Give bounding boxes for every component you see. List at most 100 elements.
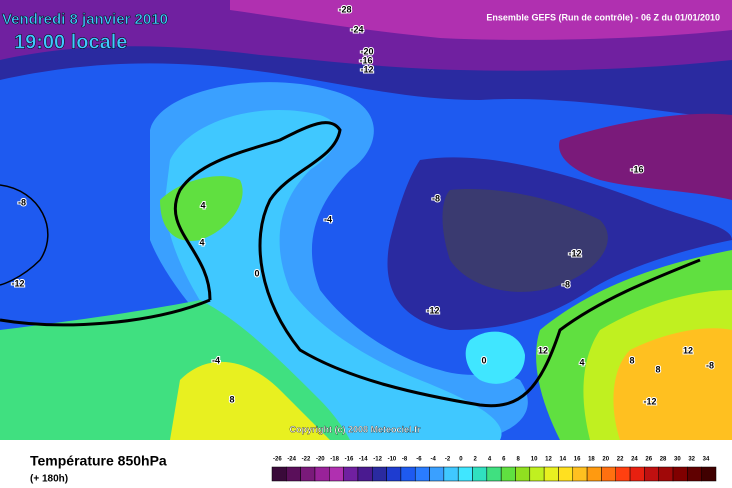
legend-tick-label: 2 <box>474 457 478 463</box>
legend-tick-label: -12 <box>373 457 382 463</box>
legend-tick-label: 12 <box>545 457 552 463</box>
contour-label: 8 <box>229 394 234 404</box>
legend-swatch <box>357 466 373 482</box>
legend-swatch <box>644 466 659 482</box>
contour-label: -8 <box>18 197 26 207</box>
legend-swatch <box>372 466 387 482</box>
footer-lead: (+ 180h) <box>30 474 68 485</box>
legend-swatch <box>615 466 631 482</box>
legend-swatch <box>472 466 488 482</box>
model-run: Ensemble GEFS (Run de contrôle) - 06 Z d… <box>486 12 720 22</box>
legend-swatch <box>586 466 602 482</box>
legend-tick-label: 0 <box>459 457 463 463</box>
legend-tick-label: -4 <box>431 457 437 463</box>
legend-tick-label: -10 <box>388 457 397 463</box>
legend-tick-label: 6 <box>502 457 506 463</box>
legend-tick-label: 28 <box>660 457 667 463</box>
contour-label: 0 <box>481 355 486 365</box>
legend-swatch <box>687 466 702 482</box>
contour-label: 12 <box>683 345 693 355</box>
legend-swatch <box>701 466 717 482</box>
contour-label: 4 <box>199 237 204 247</box>
legend-tick-label: -6 <box>416 457 422 463</box>
legend-tick-label: 10 <box>531 457 538 463</box>
contour-label: 8 <box>629 355 634 365</box>
legend-swatch <box>300 466 316 482</box>
legend-tick-label: 20 <box>602 457 609 463</box>
legend-tick-label: -16 <box>345 457 354 463</box>
legend-swatch <box>572 466 588 482</box>
legend-tick-label: -8 <box>402 457 408 463</box>
footer-title: Température 850hPa <box>30 453 167 469</box>
legend-tick-label: -18 <box>330 457 339 463</box>
legend-tick-label: 18 <box>588 457 595 463</box>
contour-label: -12 <box>360 64 373 74</box>
legend-tick-label: 14 <box>559 457 566 463</box>
legend-tick-label: 30 <box>674 457 681 463</box>
legend-swatch <box>329 466 344 482</box>
legend-swatch <box>601 466 616 482</box>
legend-swatch <box>429 466 445 482</box>
contour-label: -12 <box>643 396 656 406</box>
legend-tick-label: -24 <box>287 457 296 463</box>
legend-swatch <box>414 466 430 482</box>
contour-label: -20 <box>360 46 373 56</box>
legend-swatch <box>343 466 359 482</box>
legend-tick-label: 34 <box>703 457 710 463</box>
contour-label: -8 <box>432 193 440 203</box>
legend-swatch <box>500 466 516 482</box>
color-legend: -26 -24 -22 -20 -18 -16 -14 -12 -10 -8 -6 -4 -2 0 2 4 6 8… <box>271 457 717 482</box>
contour-label: -24 <box>350 24 363 34</box>
contour-label: 4 <box>200 200 205 210</box>
contour-label: 0 <box>254 268 259 278</box>
contour-label: -28 <box>338 4 351 14</box>
contour-label: -4 <box>324 214 332 224</box>
contour-label: -16 <box>630 164 643 174</box>
legend-tick-label: -26 <box>273 457 282 463</box>
legend-swatch <box>558 466 574 482</box>
contour-label: -8 <box>562 279 570 289</box>
legend-swatch <box>457 466 473 482</box>
legend-tick-label: 32 <box>688 457 695 463</box>
contour-label: -12 <box>426 305 439 315</box>
legend-tick-label: -22 <box>302 457 311 463</box>
legend-swatch <box>658 466 674 482</box>
legend-swatch <box>386 466 402 482</box>
legend-swatch <box>543 466 559 482</box>
contour-label: -16 <box>359 55 372 65</box>
temperature-field <box>0 0 732 440</box>
contour-lines <box>0 121 701 408</box>
legend-swatch <box>515 466 531 482</box>
legend-swatch <box>486 466 502 482</box>
contour-label: 4 <box>579 357 584 367</box>
legend-swatch <box>400 466 416 482</box>
contour-label: -12 <box>568 248 581 258</box>
contour-label: 8 <box>655 364 660 374</box>
legend-tick-label: 26 <box>645 457 652 463</box>
legend-swatch <box>629 466 645 482</box>
legend-swatch <box>529 466 545 482</box>
copyright: Copyright (c) 2008 Meteociel.fr <box>289 424 421 434</box>
legend-tick-label: 8 <box>516 457 520 463</box>
contour-label: -4 <box>212 355 220 365</box>
contour-label: -8 <box>706 360 714 370</box>
legend-tick-label: 24 <box>631 457 638 463</box>
legend-swatch <box>443 466 459 482</box>
legend-swatch <box>314 466 330 482</box>
legend-tick-label: 4 <box>488 457 492 463</box>
legend-tick-label: -2 <box>445 457 451 463</box>
date: Vendredi 8 janvier 2010 <box>2 11 168 28</box>
time: 19:00 locale <box>14 31 127 53</box>
legend-swatch <box>672 466 688 482</box>
contour-label: 12 <box>538 345 548 355</box>
legend-swatch <box>286 466 301 482</box>
legend-swatch <box>271 466 287 482</box>
contour-label: -12 <box>11 278 24 288</box>
legend-tick-label: -14 <box>359 457 368 463</box>
legend-tick-label: -20 <box>316 457 325 463</box>
legend-tick-label: 16 <box>574 457 581 463</box>
legend-tick-label: 22 <box>617 457 624 463</box>
